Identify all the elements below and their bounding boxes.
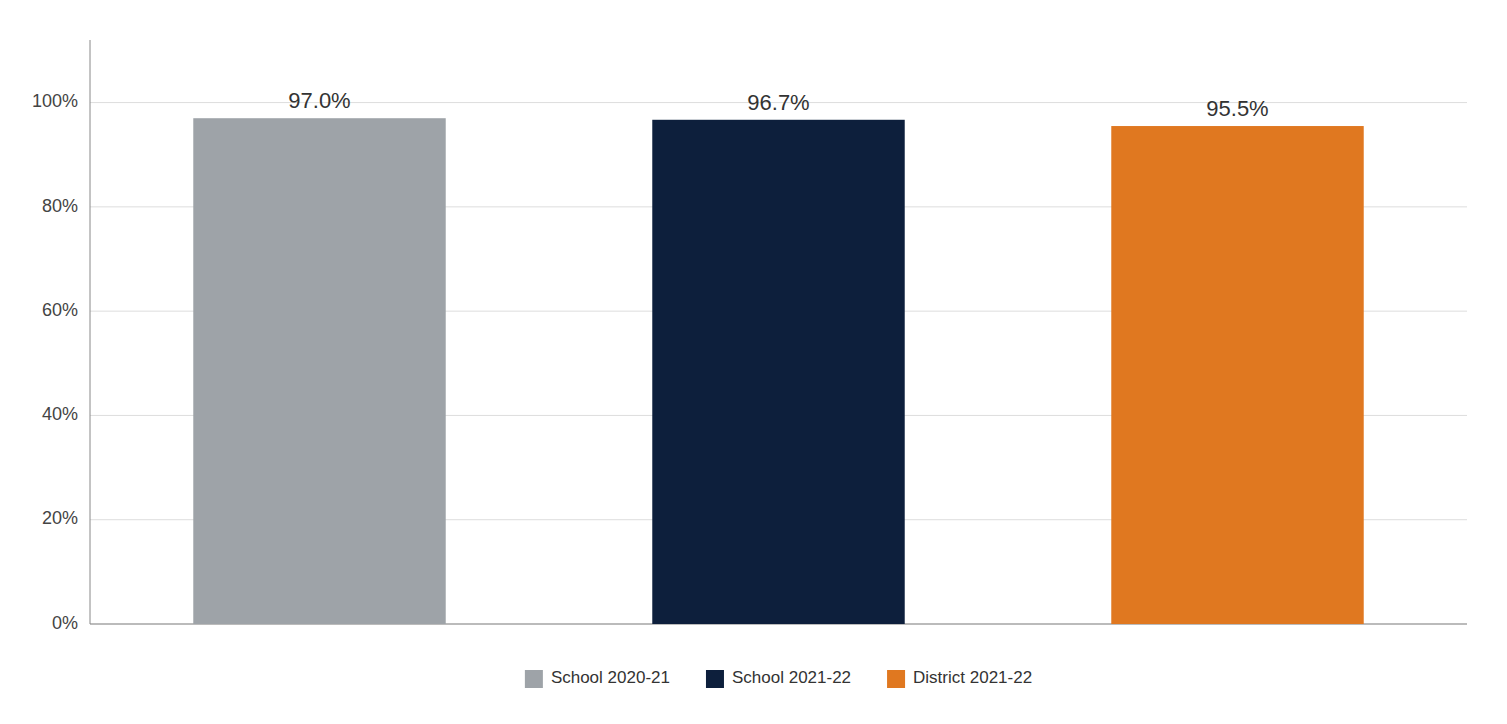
legend-label: School 2021-22	[732, 668, 851, 687]
y-tick-label: 40%	[42, 404, 78, 424]
legend-label: District 2021-22	[913, 668, 1032, 687]
bars	[193, 118, 1363, 624]
legend-label: School 2020-21	[551, 668, 670, 687]
chart-container: 0% 20% 40% 60% 80% 100% 97.0% 96.7% 95.5% School …	[0, 0, 1507, 724]
y-tick-label: 80%	[42, 196, 78, 216]
y-tick-label: 0%	[52, 613, 78, 633]
legend-swatch	[706, 670, 724, 688]
data-label: 96.7%	[747, 90, 809, 115]
y-axis-line	[90, 40, 91, 624]
legend-swatch	[887, 670, 905, 688]
legend-item: School 2020-21	[525, 668, 670, 688]
y-tick-label: 100%	[32, 91, 78, 111]
legend-item: District 2021-22	[887, 668, 1032, 688]
legend-swatch	[525, 670, 543, 688]
chart-svg: 0% 20% 40% 60% 80% 100% 97.0% 96.7% 95.5% School …	[0, 0, 1507, 724]
grid	[90, 103, 1467, 624]
data-label: 95.5%	[1206, 96, 1268, 121]
y-tick-label: 20%	[42, 508, 78, 528]
y-tick-label: 60%	[42, 300, 78, 320]
legend-item: School 2021-22	[706, 668, 851, 688]
bar	[1111, 126, 1363, 624]
data-label: 97.0%	[288, 88, 350, 113]
bar	[193, 118, 445, 624]
bar	[652, 120, 904, 624]
legend: School 2020-21 School 2021-22 District 202…	[525, 668, 1032, 688]
